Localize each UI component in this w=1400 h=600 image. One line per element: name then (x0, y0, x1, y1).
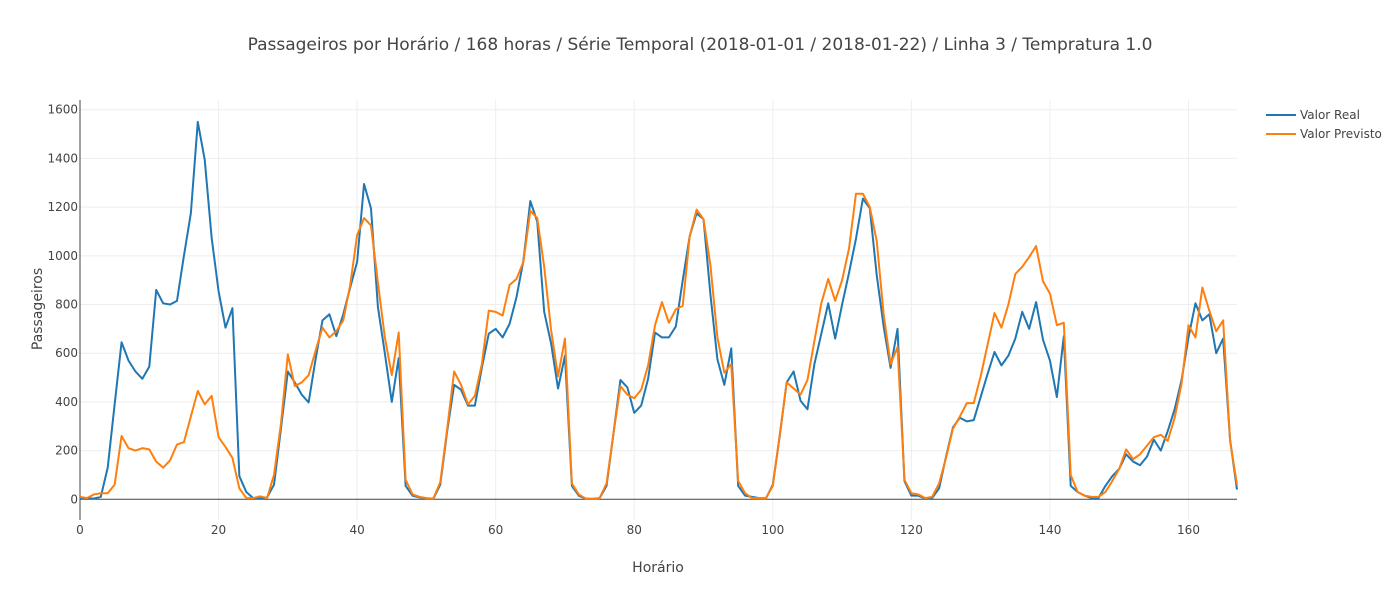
chart-title: Passageiros por Horário / 168 horas / Sé… (248, 35, 1153, 55)
y-tick-label: 1200 (47, 200, 78, 214)
legend-item[interactable]: Valor Previsto (1266, 127, 1382, 141)
x-axis-ticks: 0 20 40 60 80 100 120 140 160 (76, 523, 1200, 537)
y-tick-label: 1400 (47, 151, 78, 165)
y-tick-label: 800 (55, 298, 78, 312)
axes (79, 100, 1237, 520)
legend-label: Valor Previsto (1300, 127, 1382, 141)
y-tick-label: 400 (55, 395, 78, 409)
y-tick-label: 1000 (47, 249, 78, 263)
legend: Valor Real Valor Previsto (1266, 108, 1382, 141)
series-group (79, 120, 1238, 500)
x-tick-label: 160 (1177, 523, 1200, 537)
x-axis-title: Horário (632, 560, 684, 576)
y-axis-ticks: 0 200 400 600 800 1000 1200 1400 1600 (47, 103, 78, 507)
y-tick-label: 0 (70, 492, 78, 506)
y-tick-label: 600 (55, 346, 78, 360)
x-tick-label: 0 (76, 523, 84, 537)
x-tick-label: 80 (627, 523, 642, 537)
legend-item[interactable]: Valor Real (1266, 108, 1360, 122)
series-line-valor-real (79, 120, 1238, 500)
x-tick-label: 40 (349, 523, 364, 537)
y-tick-label: 1600 (47, 103, 78, 117)
gridlines (79, 100, 1237, 520)
series-line-valor-previsto (79, 192, 1238, 500)
y-axis-title: Passageiros (30, 268, 46, 350)
x-tick-label: 120 (900, 523, 923, 537)
x-tick-label: 140 (1038, 523, 1061, 537)
y-tick-label: 200 (55, 444, 78, 458)
x-tick-label: 100 (761, 523, 784, 537)
x-tick-label: 20 (211, 523, 226, 537)
x-tick-label: 60 (488, 523, 503, 537)
legend-label: Valor Real (1300, 108, 1360, 122)
